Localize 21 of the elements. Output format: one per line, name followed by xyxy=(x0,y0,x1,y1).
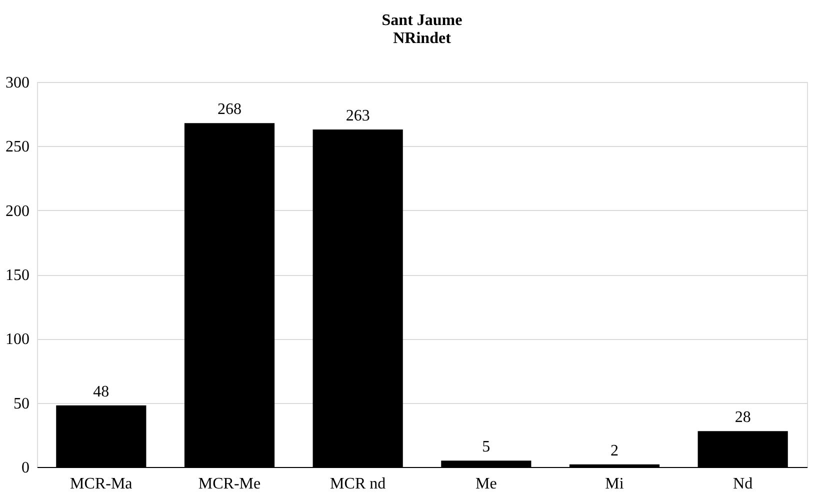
y-tick-label: 200 xyxy=(6,202,30,220)
data-label: 263 xyxy=(346,107,370,124)
data-label: 5 xyxy=(482,438,490,456)
data-label: 28 xyxy=(734,409,751,426)
x-tick-label: Mi xyxy=(605,476,624,492)
x-tick-label: MCR-Me xyxy=(198,476,261,492)
x-tick-label: Me xyxy=(476,476,497,492)
y-tick-label: 250 xyxy=(6,138,30,156)
data-label: 48 xyxy=(93,383,110,400)
chart-title: Sant Jaume xyxy=(382,12,462,29)
x-tick-label: MCR-Ma xyxy=(70,476,132,492)
data-label: 268 xyxy=(218,101,242,118)
y-tick-label: 50 xyxy=(14,395,30,412)
y-tick-label: 300 xyxy=(6,74,30,92)
chart-subtitle: NRindet xyxy=(393,30,452,47)
data-label: 2 xyxy=(610,442,618,460)
x-tick-label: MCR nd xyxy=(330,476,386,492)
y-tick-label: 100 xyxy=(6,331,30,348)
y-tick-label: 0 xyxy=(22,460,30,476)
y-tick-label: 150 xyxy=(6,267,30,284)
x-tick-label: Nd xyxy=(733,476,753,492)
